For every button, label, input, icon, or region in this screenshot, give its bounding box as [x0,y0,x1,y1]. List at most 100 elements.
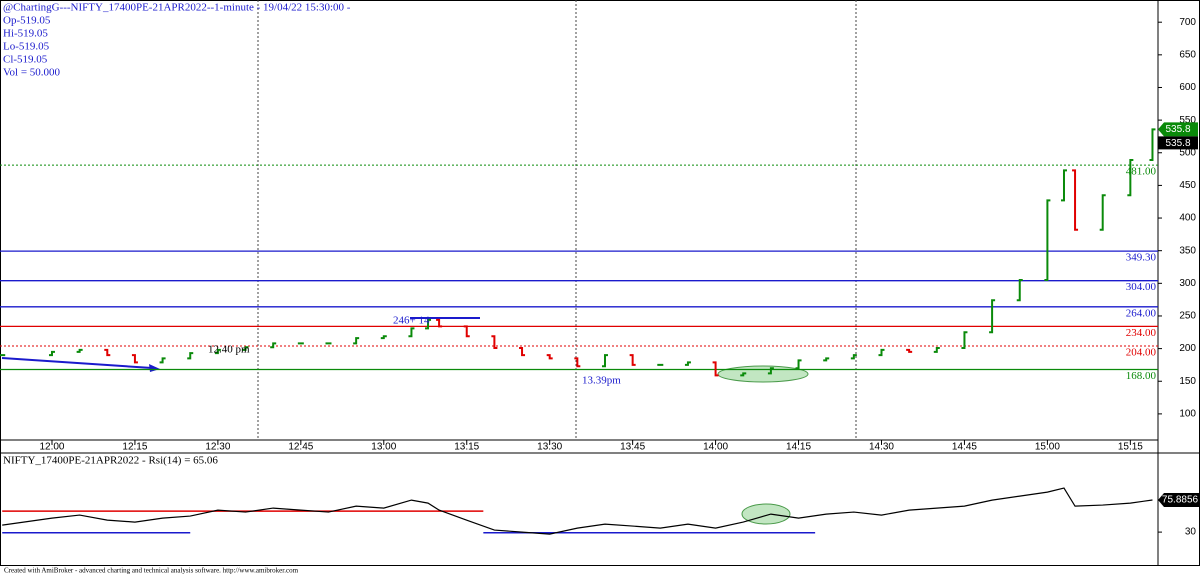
price-bar [325,342,332,345]
level-label: 481.00 [1126,166,1157,178]
y-tick-label: 100 [1179,409,1196,420]
x-tick-label: 12:30 [205,442,230,453]
last-value-label: 75.8856 [1162,495,1199,506]
x-tick-label: 13:15 [454,442,479,453]
price-bar [297,342,304,345]
level-label: 304.00 [1126,281,1157,293]
price-bar [214,348,221,355]
y-tick-label: 150 [1179,376,1196,387]
price-bar [76,348,83,353]
price-bar [989,299,996,334]
price-bar [408,327,415,338]
price-bar [878,348,885,357]
highlight [741,503,791,525]
price-bar [491,335,498,349]
header-text: Op-519.05 [3,15,51,27]
y-tick-label: 600 [1179,82,1196,93]
price-bar [270,342,277,349]
last-price-box [1158,136,1198,150]
price-bar [546,354,553,360]
last-price-box [1158,122,1198,137]
y-tick-label: 250 [1179,311,1196,322]
price-bar [1044,199,1051,282]
price-bar [48,350,55,357]
price-bar [823,357,830,362]
level-label: 204.00 [1126,347,1157,359]
rsi-line [2,487,1153,535]
price-bar [961,331,968,349]
x-tick-label: 15:00 [1035,442,1060,453]
y-tick-label: 650 [1179,49,1196,60]
price-bar [242,346,249,351]
price-bar [740,372,747,377]
price-bar [933,346,940,353]
price-bar [906,348,913,353]
price-bar [1149,128,1156,161]
y-tick-label: 700 [1179,17,1196,28]
level-label: 349.30 [1126,252,1157,264]
y-tick-label: 30 [1185,527,1197,538]
y-tick-label: 450 [1179,180,1196,191]
price-bar [574,357,581,368]
annotation: 12.40 pm [208,344,250,356]
x-tick-label: 13:00 [371,442,396,453]
panel-title: NIFTY_17400PE-21APR2022 - Rsi(14) = 65.0… [3,455,218,467]
price-bar [463,325,470,338]
level-label: 264.00 [1126,307,1157,319]
price-bar [712,361,719,377]
price-bar [1060,169,1067,202]
price-bar [795,359,802,370]
price-bar [104,348,111,357]
last-price-label: 535.8 [1165,124,1190,135]
y-tick-label: 350 [1179,245,1196,256]
x-tick-label: 14:15 [786,442,811,453]
price-bar [657,363,664,366]
price-bar [684,361,691,366]
price-bar [0,354,6,357]
last-value-box [1158,492,1200,507]
price-bar [850,354,857,360]
price-bar [159,357,166,364]
price-bar [380,335,387,340]
price-bar [187,352,194,360]
level-label: 234.00 [1126,327,1157,339]
price-bar [436,318,443,328]
last-price-label: 535.8 [1165,138,1190,149]
price-bar [629,354,636,366]
x-tick-label: 13:30 [537,442,562,453]
price-bar [131,354,138,364]
x-tick-label: 15:15 [1118,442,1143,453]
annotation: 246+ 14 [393,315,430,327]
annotation: 13.39pm [582,375,621,387]
header-text: Cl-519.05 [3,54,48,66]
price-bar [1016,279,1023,302]
y-tick-label: 200 [1179,343,1196,354]
price-bar [1127,158,1134,197]
price-bar [1072,169,1079,231]
y-tick-label: 500 [1179,147,1196,158]
header-text: Vol = 50.000 [3,67,61,79]
highlight [717,365,809,383]
x-tick-label: 14:00 [703,442,728,453]
level-label: 168.00 [1126,370,1157,382]
y-tick-label: 400 [1179,213,1196,224]
price-bar [425,318,432,330]
header-text: Hi-519.05 [3,28,48,40]
x-tick-label: 12:15 [122,442,147,453]
x-tick-label: 13:45 [620,442,645,453]
x-tick-label: 14:30 [869,442,894,453]
trend-arrow [149,364,160,372]
y-tick-label: 550 [1179,115,1196,126]
x-tick-label: 12:00 [39,442,64,453]
price-bar [601,354,608,368]
y-tick-label: 300 [1179,278,1196,289]
price-bar [1099,194,1106,231]
trend-line [1,357,153,369]
footer: Created with AmiBroker - advanced charti… [4,567,299,575]
x-tick-label: 12:45 [288,442,313,453]
price-bar [519,346,526,357]
price-bar [767,367,774,375]
header-text: @ChartingG---NIFTY_17400PE-21APR2022--1-… [3,2,351,14]
